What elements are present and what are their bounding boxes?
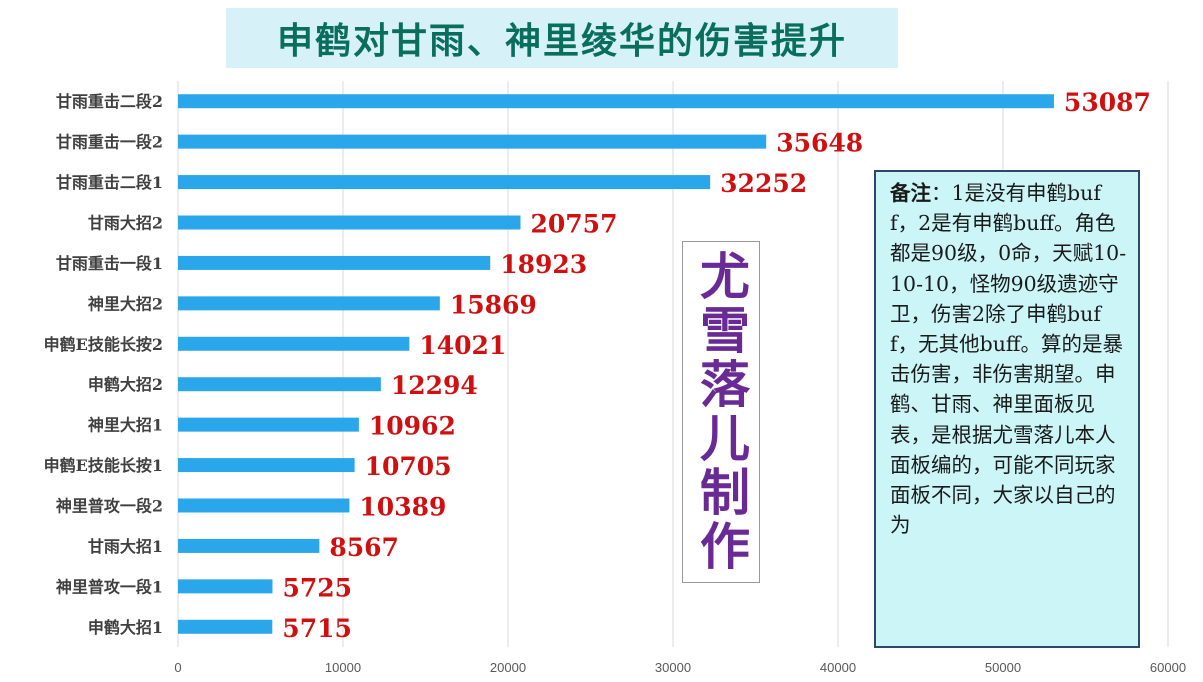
value-label: 14021 xyxy=(419,331,506,360)
value-label: 8567 xyxy=(329,533,399,562)
value-label: 10389 xyxy=(359,493,446,522)
value-label: 5715 xyxy=(282,614,352,643)
category-label: 神里大招2 xyxy=(88,294,163,313)
bar xyxy=(178,498,350,513)
value-label: 53087 xyxy=(1064,88,1151,117)
x-axis-ticks: 0 10000 20000 30000 40000 50000 60000 xyxy=(174,660,1186,675)
value-label: 35648 xyxy=(776,129,863,158)
x-tick-label: 10000 xyxy=(325,660,361,675)
x-tick-label: 20000 xyxy=(490,660,526,675)
bar xyxy=(178,296,440,311)
bar xyxy=(178,255,491,270)
bars xyxy=(178,94,1054,634)
category-label: 甘雨重击二段2 xyxy=(56,92,163,111)
x-tick-label: 0 xyxy=(174,660,181,675)
value-label: 12294 xyxy=(391,371,478,400)
x-tick-label: 30000 xyxy=(655,660,691,675)
category-label: 申鹤大招1 xyxy=(88,618,163,637)
note-text: 备注：1是没有申鹤buff，2是有申鹤buff。角色都是90级，0命，天赋10-… xyxy=(890,178,1128,540)
category-label: 甘雨大招2 xyxy=(88,214,163,233)
bar xyxy=(178,134,767,149)
note-label: 备注 xyxy=(890,181,931,205)
bar xyxy=(178,417,359,432)
bar xyxy=(178,94,1054,109)
category-label: 申鹤E技能长按1 xyxy=(44,456,163,475)
bar xyxy=(178,458,355,473)
value-label: 20757 xyxy=(530,210,617,239)
value-label: 5725 xyxy=(282,573,352,602)
bar xyxy=(178,377,381,392)
value-label: 10705 xyxy=(365,452,452,481)
bar xyxy=(178,215,521,230)
category-label: 甘雨重击二段1 xyxy=(56,173,163,192)
bar xyxy=(178,579,273,594)
x-tick-label: 40000 xyxy=(820,660,856,675)
bar xyxy=(178,538,320,553)
value-labels: 53087 35648 32252 20757 18923 15869 14021 12294… xyxy=(282,88,1151,643)
category-label: 甘雨大招1 xyxy=(88,537,163,556)
watermark-box: 尤雪落儿制作 xyxy=(682,241,760,583)
category-label: 申鹤大招2 xyxy=(88,375,163,394)
category-label: 甘雨重击一段2 xyxy=(56,133,163,152)
value-label: 32252 xyxy=(720,169,807,198)
x-tick-label: 50000 xyxy=(985,660,1021,675)
chart-title: 申鹤对甘雨、神里绫华的伤害提升 xyxy=(276,20,847,62)
category-label: 甘雨重击一段1 xyxy=(56,254,163,273)
bar xyxy=(178,619,273,634)
bar xyxy=(178,336,410,351)
value-label: 15869 xyxy=(450,290,537,319)
note-body: ：1是没有申鹤buff，2是有申鹤buff。角色都是90级，0命，天赋10-10… xyxy=(890,181,1127,538)
category-label: 神里大招1 xyxy=(88,416,163,435)
category-label: 神里普攻一段1 xyxy=(56,577,163,596)
value-label: 10962 xyxy=(369,412,456,441)
note-box: 备注：1是没有申鹤buff，2是有申鹤buff。角色都是90级，0命，天赋10-… xyxy=(874,170,1140,648)
category-label: 申鹤E技能长按2 xyxy=(44,335,163,354)
value-label: 18923 xyxy=(500,250,587,279)
category-labels: 甘雨重击二段2 甘雨重击一段2 甘雨重击二段1 甘雨大招2 甘雨重击一段1 神里大招2 申鹤… xyxy=(44,92,163,637)
bar xyxy=(178,175,711,190)
category-label: 神里普攻一段2 xyxy=(56,497,163,516)
watermark-text: 尤雪落儿制作 xyxy=(692,250,751,574)
chart-title-box: 申鹤对甘雨、神里绫华的伤害提升 xyxy=(226,8,898,68)
x-tick-label: 60000 xyxy=(1150,660,1186,675)
